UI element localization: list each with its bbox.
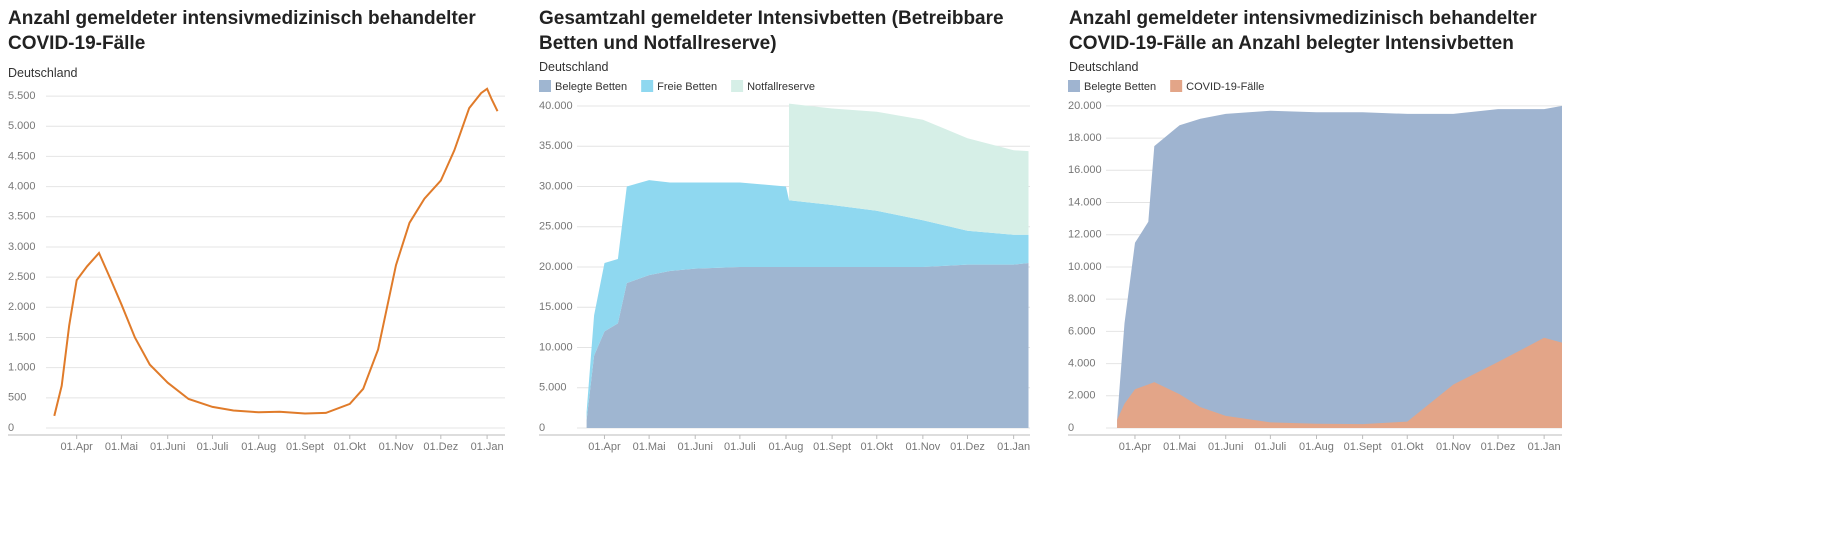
x-tick-label: 01.Juni: [150, 441, 185, 453]
x-tick-label: 01.Okt: [334, 441, 366, 453]
x-tick-label: 01.Juni: [677, 441, 712, 453]
y-tick-label: 15.000: [539, 301, 573, 313]
chart-subtitle: Deutschland: [539, 60, 609, 74]
legend-label: Belegte Betten: [555, 81, 627, 93]
x-tick-label: 01.Apr: [588, 441, 621, 453]
area: [1117, 105, 1562, 429]
y-tick-label: 0: [1068, 422, 1074, 434]
chart: 0 5.000 10.000 15.000 20.000 25.000 30.000 35.0…: [539, 80, 1030, 453]
y-tick-label: 1.500: [8, 331, 36, 343]
y-tick-label: 16.000: [1068, 164, 1102, 176]
x-tick-label: 01.Okt: [861, 441, 893, 453]
y-tick-label: 500: [8, 392, 26, 404]
y-tick-label: 2.000: [1068, 390, 1096, 402]
legend-swatch: [641, 80, 654, 92]
y-tick-label: 40.000: [539, 100, 573, 112]
legend-label: Notfallreserve: [747, 81, 815, 93]
legend-swatch: [731, 80, 744, 92]
chart-title: Anzahl gemeldeter intensivmedizinisch be…: [8, 8, 476, 54]
x-tick-label: 01.Apr: [60, 441, 93, 453]
x-tick-label: 01.Mai: [1163, 441, 1196, 453]
y-tick-label: 0: [539, 422, 545, 434]
x-tick-label: 01.Juli: [1254, 441, 1286, 453]
x-tick-label: 01.Aug: [769, 441, 804, 453]
x-tick-label: 01.Nov: [905, 441, 940, 453]
y-tick-label: 0: [8, 422, 14, 434]
legend-swatch: [1170, 80, 1183, 92]
area: [586, 263, 1029, 428]
panel: 0 2.000 4.000 6.000 8.000 10.000 12.000 14.000 1…: [1061, 0, 1834, 533]
area: [586, 180, 1029, 420]
y-tick-label: 4.500: [8, 150, 36, 162]
y-tick-label: 6.000: [1068, 325, 1096, 337]
x-tick-label: 01.Aug: [241, 441, 276, 453]
x-tick-label: 01.Okt: [1391, 441, 1423, 453]
legend-label: COVID-19-Fälle: [1186, 81, 1264, 93]
x-tick-label: 01.Jan: [997, 441, 1030, 453]
y-tick-label: 18.000: [1068, 132, 1102, 144]
x-tick-label: 01.Aug: [1299, 441, 1334, 453]
chart-subtitle: Deutschland: [1069, 60, 1139, 74]
y-tick-label: 4.000: [8, 181, 36, 193]
panel: 0 5.000 10.000 15.000 20.000 25.000 30.000 35.0…: [531, 0, 1061, 533]
x-tick-label: 01.Dez: [423, 441, 458, 453]
y-tick-label: 8.000: [1068, 293, 1096, 305]
legend-swatch: [539, 80, 551, 92]
x-tick-label: 01.Jan: [1528, 441, 1561, 453]
y-tick-label: 3.000: [8, 241, 36, 253]
line: [53, 87, 499, 417]
legend-swatch: [1068, 80, 1080, 92]
y-tick-label: 20.000: [539, 261, 573, 273]
legend-label: Belegte Betten: [1084, 81, 1156, 93]
y-tick-label: 2.000: [8, 301, 36, 313]
area: [789, 103, 1029, 235]
legend-label: Freie Betten: [657, 81, 717, 93]
x-tick-label: 01.Mai: [105, 441, 138, 453]
y-tick-label: 20.000: [1068, 100, 1102, 112]
chart-title: Anzahl gemeldeter intensivmedizinisch be…: [1069, 8, 1537, 54]
x-tick-label: 01.Juli: [197, 441, 229, 453]
area: [1117, 337, 1562, 428]
x-tick-label: 01.Nov: [379, 441, 414, 453]
x-tick-label: 01.Dez: [950, 441, 985, 453]
x-tick-label: 01.Juni: [1208, 441, 1243, 453]
chart-title: Gesamtzahl gemeldeter Intensivbetten (Be…: [539, 8, 1004, 54]
x-tick-label: 01.Sept: [813, 441, 851, 453]
y-tick-label: 12.000: [1068, 229, 1102, 241]
y-tick-label: 30.000: [539, 180, 573, 192]
x-tick-label: 01.Dez: [1481, 441, 1516, 453]
y-tick-label: 5.000: [8, 120, 36, 132]
chart-subtitle: Deutschland: [8, 66, 78, 80]
x-tick-label: 01.Apr: [1119, 441, 1152, 453]
y-tick-label: 2.500: [8, 271, 36, 283]
x-tick-label: 01.Nov: [1436, 441, 1471, 453]
y-tick-label: 10.000: [1068, 261, 1102, 273]
y-tick-label: 14.000: [1068, 196, 1102, 208]
y-tick-label: 10.000: [539, 341, 573, 353]
x-tick-label: 01.Mai: [633, 441, 666, 453]
y-tick-label: 4.000: [1068, 357, 1096, 369]
x-tick-label: 01.Juli: [724, 441, 756, 453]
y-tick-label: 5.000: [539, 382, 567, 394]
y-tick-label: 1.000: [8, 362, 36, 374]
x-tick-label: 01.Sept: [1344, 441, 1382, 453]
y-tick-label: 5.500: [8, 90, 36, 102]
chart: 0 2.000 4.000 6.000 8.000 10.000 12.000 14.000 1…: [1068, 80, 1562, 453]
y-tick-label: 25.000: [539, 221, 573, 233]
panel: 0 500 1.000 1.500 2.000 2.500 3.000 3.500 4.000 4…: [0, 0, 531, 533]
chart: 0 500 1.000 1.500 2.000 2.500 3.000 3.500 4.000 4…: [8, 87, 505, 453]
x-tick-label: 01.Jan: [471, 441, 504, 453]
x-tick-label: 01.Sept: [286, 441, 324, 453]
y-tick-label: 3.500: [8, 211, 36, 223]
y-tick-label: 35.000: [539, 140, 573, 152]
